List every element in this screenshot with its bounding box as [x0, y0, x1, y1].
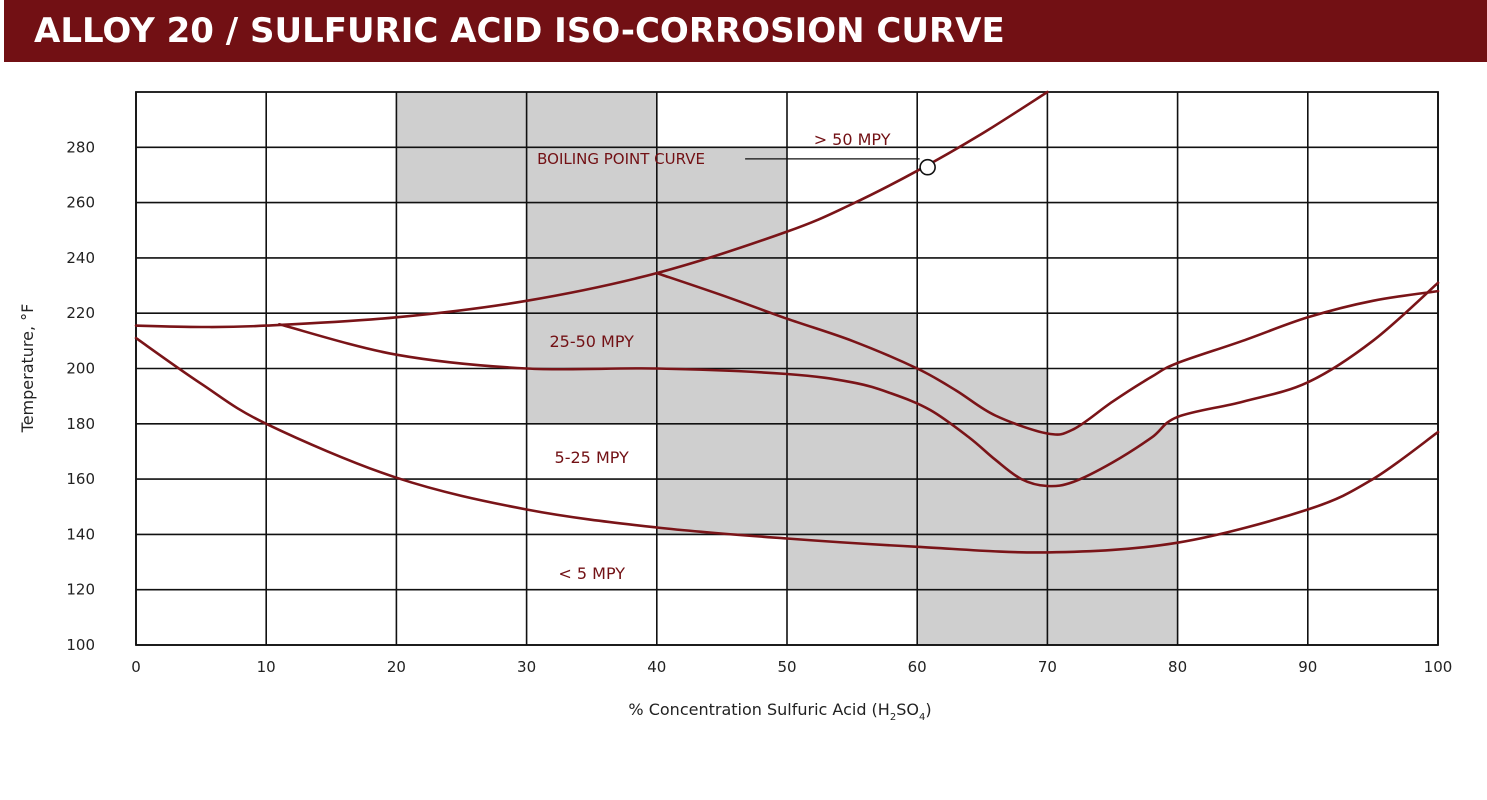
x-tick-label-70: 70 [1038, 658, 1057, 676]
plot-frame [135, 91, 1439, 646]
y-tick-label-120: 120 [66, 581, 95, 599]
y-tick-label-220: 220 [66, 304, 95, 322]
y-tick-label-200: 200 [66, 360, 95, 378]
y-tick-label-260: 260 [66, 194, 95, 212]
x-axis-title: % Concentration Sulfuric Acid (H2SO4) [628, 700, 931, 723]
x-tick-label-20: 20 [387, 658, 406, 676]
x-tick-label-50: 50 [777, 658, 796, 676]
shaded-cell-2 [656, 147, 787, 535]
y-tick-label-160: 160 [66, 470, 95, 488]
x-tick-label-40: 40 [647, 658, 666, 676]
label-layer: BOILING POINT CURVE > 50 MPY 25-50 MPY 5-25… [537, 130, 936, 583]
page-title: ALLOY 20 / SULFURIC ACID ISO-CORROSION C… [34, 11, 1005, 51]
shaded-cell-4 [917, 368, 1048, 645]
shading-layer [396, 92, 1178, 645]
x-tick-label-100: 100 [1424, 658, 1453, 676]
x-tick-label-90: 90 [1298, 658, 1317, 676]
boiling-point-marker [919, 158, 936, 176]
series-line-50-mpy [655, 271, 1440, 436]
region-label-25-50-mpy: 25-50 MPY [549, 332, 634, 351]
y-tick-label-180: 180 [66, 415, 95, 433]
series-line-5-mpy [134, 336, 1440, 554]
title-bar: ALLOY 20 / SULFURIC ACID ISO-CORROSION C… [4, 0, 1487, 62]
region-label-5-25-mpy: 5-25 MPY [555, 448, 630, 467]
y-tick-label-240: 240 [66, 249, 95, 267]
boiling-point-curve-label: BOILING POINT CURVE [537, 150, 705, 168]
x-tick-label-80: 80 [1168, 658, 1187, 676]
y-tick-label-280: 280 [66, 138, 95, 156]
x-tick-label-0: 0 [131, 658, 141, 676]
x-tick-label-10: 10 [257, 658, 276, 676]
region-label-5-mpy: < 5 MPY [558, 564, 625, 583]
tick-layer: 0 10 20 30 40 50 60 70 80 90 100 100 120 140 160 180 200… [66, 138, 1452, 676]
y-axis-title: Temperature, °F [18, 304, 37, 434]
grid-layer [135, 91, 1439, 646]
y-tick-label-140: 140 [66, 525, 95, 543]
shaded-cell-3 [787, 313, 918, 590]
series-line-25-mpy [277, 281, 1440, 488]
y-tick-label-100: 100 [66, 636, 95, 654]
x-tick-label-30: 30 [517, 658, 536, 676]
region-label-50-mpy: > 50 MPY [814, 130, 891, 149]
x-tick-label-60: 60 [908, 658, 927, 676]
